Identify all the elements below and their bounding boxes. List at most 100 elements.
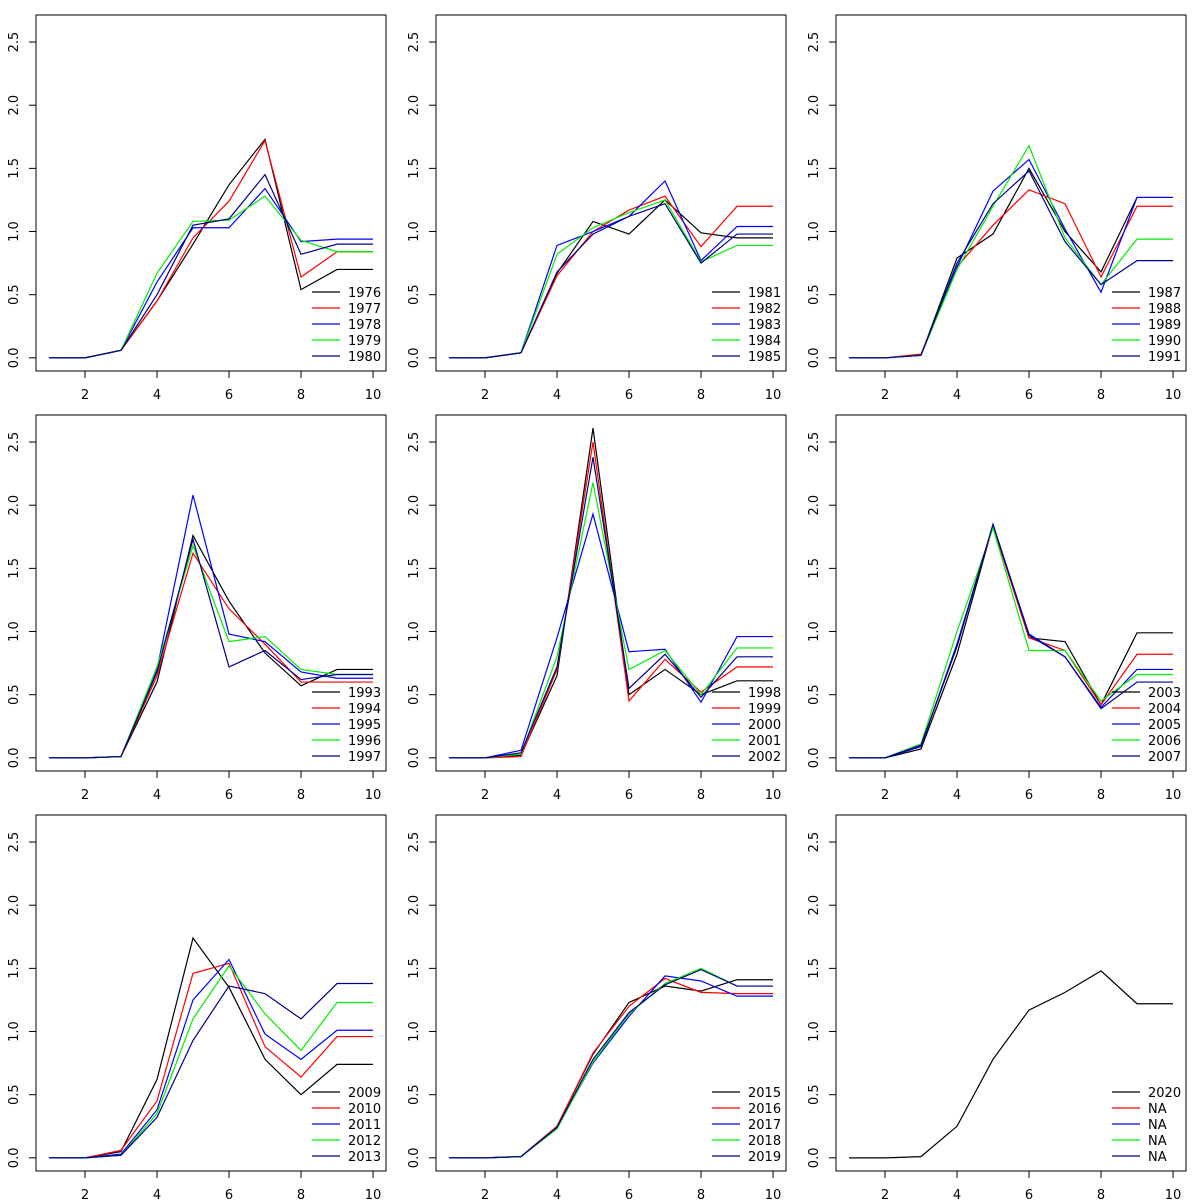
legend-label: 2006 <box>1148 734 1181 749</box>
y-tick-label: 2.5 <box>407 832 422 853</box>
series-line <box>48 958 374 1159</box>
x-tick-label: 6 <box>625 1188 633 1200</box>
legend-label: 2012 <box>348 1134 381 1149</box>
x-tick-label: 8 <box>297 388 305 403</box>
x-tick-label: 10 <box>365 788 382 803</box>
x-tick-label: 10 <box>1165 1188 1182 1200</box>
series-line <box>848 970 1174 1159</box>
legend-label: 1983 <box>748 318 781 333</box>
x-tick-label: 8 <box>1097 788 1105 803</box>
panel: 2 4 6 8 10 0.0 0.5 1.0 1.5 2.0 2.5 1976197719781979… <box>7 14 387 403</box>
y-tick-label: 0.5 <box>7 284 22 305</box>
y-tick-label: 2.5 <box>407 32 422 53</box>
legend-label: 1995 <box>348 718 381 733</box>
x-tick-label: 4 <box>153 1188 161 1200</box>
legend-label: 2018 <box>748 1134 781 1149</box>
series-line <box>448 968 774 1159</box>
y-tick-label: 0.5 <box>807 1084 822 1105</box>
y-tick-label: 1.5 <box>807 558 822 579</box>
legend-label: 2003 <box>1148 686 1181 701</box>
panel: 2 4 6 8 10 0.0 0.5 1.0 1.5 2.0 2.5 1998199920002001… <box>407 414 787 803</box>
legend-label: 1991 <box>1148 350 1181 365</box>
x-tick-label: 2 <box>481 1188 489 1200</box>
series-line <box>48 936 374 1159</box>
series-line <box>448 457 774 759</box>
panel: 2 4 6 8 10 0.0 0.5 1.0 1.5 2.0 2.5 2003200420052006… <box>807 414 1187 803</box>
x-tick-label: 4 <box>153 388 161 403</box>
legend-label: 2019 <box>748 1150 781 1165</box>
legend-label: 1996 <box>348 734 381 749</box>
y-tick-label: 1.0 <box>407 221 422 242</box>
legend-label: 1984 <box>748 334 781 349</box>
x-tick-label: 4 <box>553 388 561 403</box>
y-tick-label: 2.0 <box>407 495 422 516</box>
y-tick-label: 0.5 <box>407 284 422 305</box>
y-tick-label: 1.0 <box>7 1021 22 1042</box>
x-tick-label: 4 <box>153 788 161 803</box>
legend-label: 2016 <box>748 1102 781 1117</box>
x-tick-label: 2 <box>481 788 489 803</box>
x-tick-label: 2 <box>881 388 889 403</box>
x-tick-label: 6 <box>1025 788 1033 803</box>
y-tick-label: 2.0 <box>407 95 422 116</box>
legend-label: NA <box>1148 1118 1167 1133</box>
legend-label: 1988 <box>1148 302 1181 317</box>
y-tick-label: 1.0 <box>7 221 22 242</box>
legend-label: 1990 <box>1148 334 1181 349</box>
legend-label: 2001 <box>748 734 781 749</box>
x-tick-label: 2 <box>81 388 89 403</box>
series-line <box>448 428 774 759</box>
series-line <box>848 522 1174 759</box>
y-tick-label: 1.0 <box>7 621 22 642</box>
legend-label: 1987 <box>1148 286 1181 301</box>
y-tick-label: 1.5 <box>807 158 822 179</box>
y-tick-label: 0.5 <box>407 684 422 705</box>
y-tick-label: 1.5 <box>407 558 422 579</box>
y-tick-label: 0.5 <box>407 1084 422 1105</box>
y-tick-label: 2.0 <box>7 95 22 116</box>
legend-label: 2010 <box>348 1102 381 1117</box>
y-tick-label: 0.0 <box>807 1148 822 1169</box>
x-tick-label: 4 <box>953 788 961 803</box>
y-tick-label: 0.0 <box>7 1148 22 1169</box>
y-tick-label: 2.0 <box>7 495 22 516</box>
legend-label: NA <box>1148 1150 1167 1165</box>
x-tick-label: 6 <box>225 1188 233 1200</box>
y-tick-label: 1.5 <box>7 558 22 579</box>
legend-label: 1980 <box>348 350 381 365</box>
legend-label: 2009 <box>348 1086 381 1101</box>
y-tick-label: 0.0 <box>7 348 22 369</box>
legend-label: 2011 <box>348 1118 381 1133</box>
y-tick-label: 2.5 <box>807 32 822 53</box>
y-tick-label: 2.5 <box>7 32 22 53</box>
legend-label: NA <box>1148 1102 1167 1117</box>
x-tick-label: 10 <box>765 788 782 803</box>
y-tick-label: 0.0 <box>807 348 822 369</box>
legend-label: 1978 <box>348 318 381 333</box>
y-tick-label: 1.5 <box>407 958 422 979</box>
y-tick-label: 1.5 <box>407 158 422 179</box>
x-tick-label: 2 <box>81 1188 89 1200</box>
legend-label: 2013 <box>348 1150 381 1165</box>
y-tick-label: 0.0 <box>407 348 422 369</box>
legend-label: 2002 <box>748 750 781 765</box>
panel: 2 4 6 8 10 0.0 0.5 1.0 1.5 2.0 2.5 2009201020112012… <box>7 814 387 1200</box>
legend-label: 2017 <box>748 1118 781 1133</box>
legend-label: 2004 <box>1148 702 1181 717</box>
y-tick-label: 2.5 <box>807 832 822 853</box>
panel: 2 4 6 8 10 0.0 0.5 1.0 1.5 2.0 2.5 1987198819891990… <box>807 14 1187 403</box>
y-tick-label: 0.5 <box>7 684 22 705</box>
x-tick-label: 8 <box>697 388 705 403</box>
x-tick-label: 10 <box>1165 388 1182 403</box>
legend-label: 2007 <box>1148 750 1181 765</box>
legend-label: 1999 <box>748 702 781 717</box>
y-tick-label: 1.0 <box>807 1021 822 1042</box>
y-tick-label: 2.0 <box>807 95 822 116</box>
x-tick-label: 2 <box>881 1188 889 1200</box>
y-tick-label: 0.0 <box>407 1148 422 1169</box>
y-tick-label: 0.0 <box>7 748 22 769</box>
x-tick-label: 8 <box>697 1188 705 1200</box>
series-line <box>448 203 774 359</box>
legend-label: 1989 <box>1148 318 1181 333</box>
